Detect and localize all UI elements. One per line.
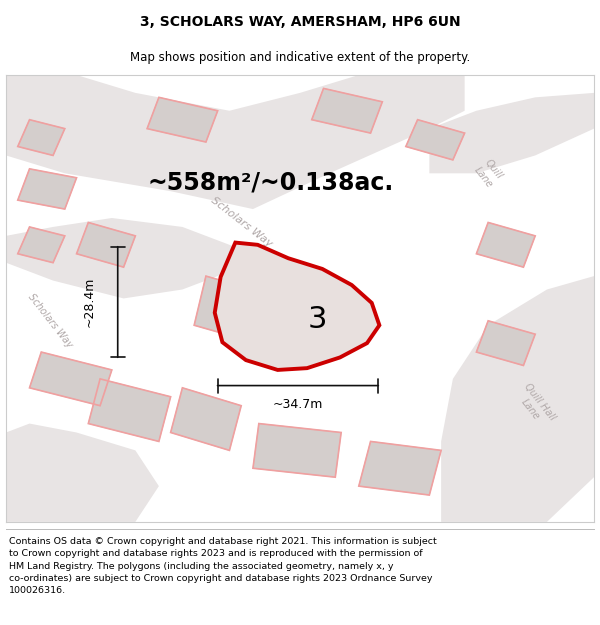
Polygon shape <box>430 93 594 173</box>
Polygon shape <box>6 218 253 298</box>
Polygon shape <box>29 352 112 406</box>
Polygon shape <box>476 222 535 267</box>
Text: Scholars Way: Scholars Way <box>26 292 74 350</box>
Polygon shape <box>312 88 382 133</box>
Text: ~558m²/~0.138ac.: ~558m²/~0.138ac. <box>148 170 394 194</box>
Polygon shape <box>170 388 241 451</box>
Polygon shape <box>476 321 535 366</box>
Text: 3: 3 <box>307 305 327 334</box>
Polygon shape <box>6 75 464 209</box>
Text: Quill
Lane: Quill Lane <box>472 157 504 189</box>
Text: 3, SCHOLARS WAY, AMERSHAM, HP6 6UN: 3, SCHOLARS WAY, AMERSHAM, HP6 6UN <box>140 15 460 29</box>
Polygon shape <box>147 98 218 142</box>
Polygon shape <box>6 424 159 522</box>
Polygon shape <box>18 120 65 156</box>
Polygon shape <box>194 276 253 339</box>
Polygon shape <box>215 242 379 370</box>
Polygon shape <box>406 120 464 160</box>
Polygon shape <box>18 227 65 262</box>
Text: Contains OS data © Crown copyright and database right 2021. This information is : Contains OS data © Crown copyright and d… <box>9 538 437 595</box>
Text: Scholars Way: Scholars Way <box>209 196 274 249</box>
Polygon shape <box>265 298 323 352</box>
Polygon shape <box>18 169 77 209</box>
Polygon shape <box>77 222 136 267</box>
Polygon shape <box>359 441 441 495</box>
Polygon shape <box>441 276 594 522</box>
Polygon shape <box>253 424 341 478</box>
Text: Map shows position and indicative extent of the property.: Map shows position and indicative extent… <box>130 51 470 64</box>
Polygon shape <box>88 379 170 441</box>
Text: ~28.4m: ~28.4m <box>83 277 96 328</box>
Text: Quill Hall
Lane: Quill Hall Lane <box>513 381 557 430</box>
Text: ~34.7m: ~34.7m <box>273 398 323 411</box>
